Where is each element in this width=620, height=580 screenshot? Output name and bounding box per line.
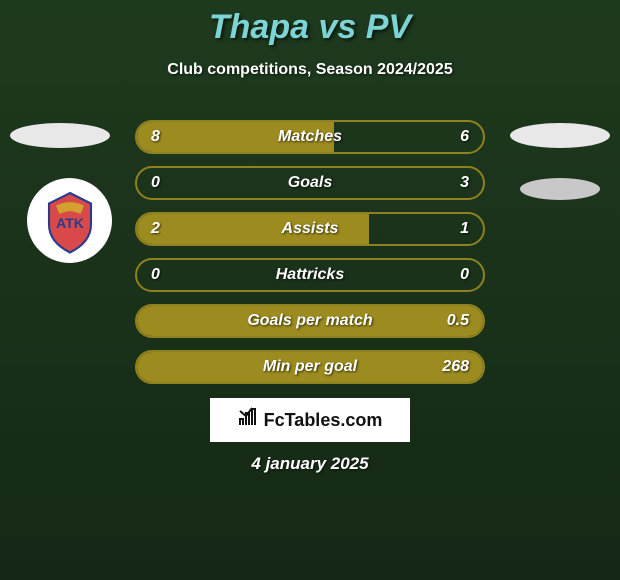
watermark[interactable]: FcTables.com <box>210 398 410 442</box>
stat-label: Assists <box>137 214 483 244</box>
page-title: Thapa vs PV <box>0 0 620 47</box>
watermark-text: FcTables.com <box>264 410 383 431</box>
stat-label: Goals <box>137 168 483 198</box>
stat-label: Hattricks <box>137 260 483 290</box>
date-label: 4 january 2025 <box>0 454 620 474</box>
shield-icon: ATK <box>35 186 105 256</box>
stat-row: 268Min per goal <box>135 350 485 384</box>
stats-bars: 86Matches 03Goals 21Assists 00Hattricks 0.5G… <box>135 120 485 396</box>
stat-label: Matches <box>137 122 483 152</box>
club-2-placeholder <box>520 178 600 200</box>
stat-label: Goals per match <box>137 306 483 336</box>
svg-text:ATK: ATK <box>56 215 84 231</box>
chart-icon <box>238 407 260 433</box>
player-2-placeholder <box>510 123 610 148</box>
club-1-logo: ATK <box>27 178 112 263</box>
stat-row: 00Hattricks <box>135 258 485 292</box>
stat-row: 86Matches <box>135 120 485 154</box>
player-1-placeholder <box>10 123 110 148</box>
stat-row: 03Goals <box>135 166 485 200</box>
stat-row: 0.5Goals per match <box>135 304 485 338</box>
stat-label: Min per goal <box>137 352 483 382</box>
subtitle: Club competitions, Season 2024/2025 <box>0 61 620 79</box>
stat-row: 21Assists <box>135 212 485 246</box>
